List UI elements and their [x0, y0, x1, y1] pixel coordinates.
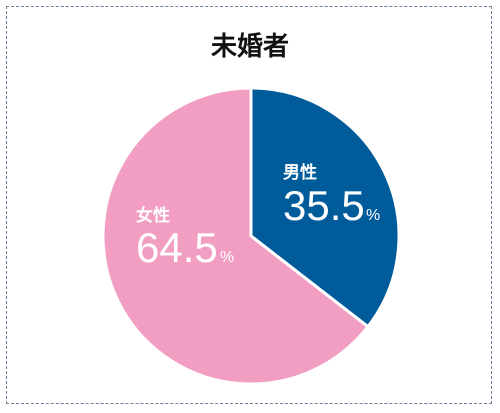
pie-slice-male: [249, 86, 401, 329]
slice-label-female: 女性: [136, 205, 170, 226]
slice-unit-male: %: [366, 207, 380, 224]
slice-unit-female: %: [220, 249, 234, 266]
chart-frame: [6, 6, 492, 404]
chart-title: 未婚者: [210, 32, 289, 62]
slice-value-male: 35.5: [283, 182, 365, 229]
slice-label-male: 男性: [283, 162, 317, 183]
slice-value-female: 64.5: [136, 224, 218, 271]
pie-slice-female: [101, 86, 370, 386]
